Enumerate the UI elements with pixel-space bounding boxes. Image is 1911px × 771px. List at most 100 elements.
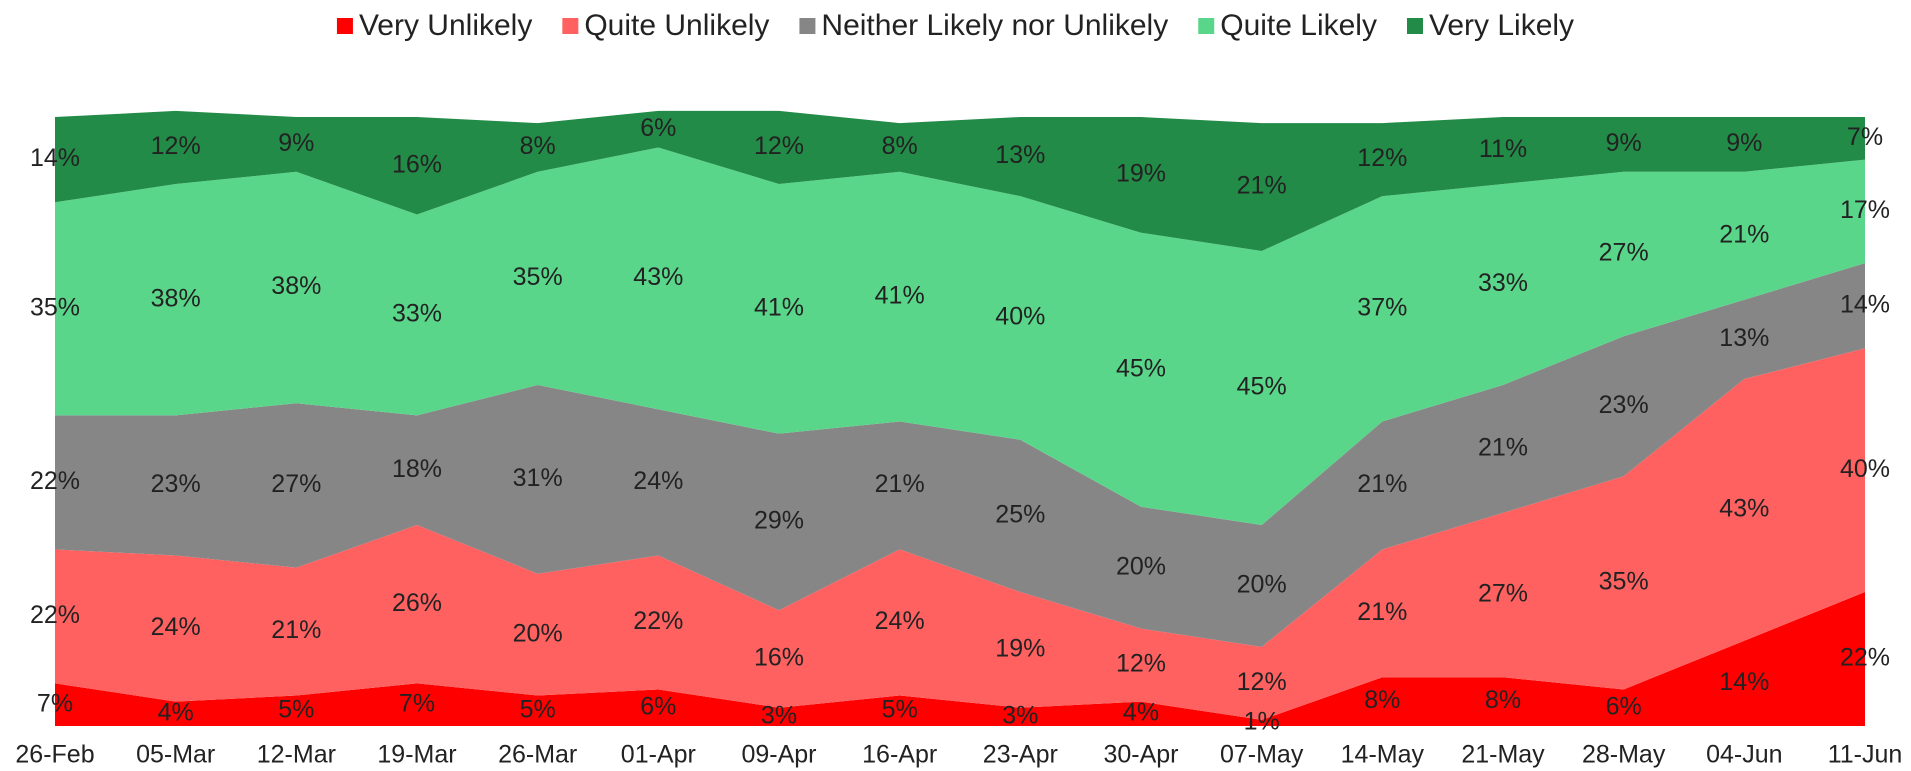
legend-swatch bbox=[799, 18, 816, 34]
value-label: 22% bbox=[633, 607, 683, 635]
value-label: 12% bbox=[151, 132, 201, 160]
x-tick-label: 28-May bbox=[1582, 741, 1666, 769]
value-label: 6% bbox=[640, 114, 676, 142]
value-label: 12% bbox=[1116, 650, 1166, 678]
value-label: 7% bbox=[37, 689, 73, 717]
value-label: 24% bbox=[875, 607, 925, 635]
value-label: 41% bbox=[754, 293, 804, 321]
value-label: 20% bbox=[513, 619, 563, 647]
value-label: 3% bbox=[761, 701, 797, 729]
area bbox=[55, 110, 1865, 251]
value-label: 6% bbox=[1606, 692, 1642, 720]
value-label: 14% bbox=[1840, 290, 1890, 318]
value-label: 35% bbox=[1599, 567, 1649, 595]
value-label: 22% bbox=[30, 601, 80, 629]
value-label: 23% bbox=[151, 470, 201, 498]
x-tick-label: 26-Mar bbox=[498, 741, 577, 769]
value-label: 21% bbox=[271, 616, 321, 644]
legend-label: Neither Likely nor Unlikely bbox=[821, 9, 1168, 42]
value-label: 21% bbox=[1478, 434, 1528, 462]
value-label: 1% bbox=[1244, 708, 1280, 736]
x-tick-label: 19-Mar bbox=[377, 741, 456, 769]
value-label: 18% bbox=[392, 455, 442, 483]
value-label: 43% bbox=[633, 263, 683, 291]
legend-swatch bbox=[336, 18, 353, 34]
value-label: 11% bbox=[1479, 135, 1527, 163]
value-label: 8% bbox=[520, 132, 556, 160]
value-label: 20% bbox=[1237, 571, 1287, 599]
value-label: 45% bbox=[1237, 373, 1287, 401]
value-label: 22% bbox=[1840, 644, 1890, 672]
value-label: 21% bbox=[1357, 598, 1407, 626]
x-tick-label: 07-May bbox=[1220, 741, 1304, 769]
x-tick-label: 04-Jun bbox=[1706, 741, 1782, 769]
value-label: 12% bbox=[754, 132, 804, 160]
value-label: 35% bbox=[513, 263, 563, 291]
x-tick-label: 23-Apr bbox=[983, 741, 1058, 769]
value-label: 5% bbox=[278, 695, 314, 723]
value-label: 24% bbox=[633, 467, 683, 495]
value-label: 26% bbox=[392, 589, 442, 617]
x-tick-label: 26-Feb bbox=[15, 741, 94, 769]
value-label: 21% bbox=[1357, 470, 1407, 498]
value-label: 9% bbox=[278, 129, 314, 157]
value-label: 8% bbox=[1364, 686, 1400, 714]
value-label: 3% bbox=[1002, 701, 1038, 729]
value-label: 13% bbox=[1719, 324, 1769, 352]
value-label: 24% bbox=[151, 613, 201, 641]
x-tick-label: 12-Mar bbox=[257, 741, 336, 769]
value-label: 29% bbox=[754, 507, 804, 535]
legend-label: Quite Likely bbox=[1220, 9, 1377, 42]
value-label: 8% bbox=[882, 132, 918, 160]
value-label: 35% bbox=[30, 293, 80, 321]
value-label: 38% bbox=[271, 272, 321, 300]
value-label: 37% bbox=[1357, 293, 1407, 321]
x-tick-label: 11-Jun bbox=[1828, 741, 1903, 769]
value-label: 5% bbox=[520, 695, 556, 723]
value-label: 27% bbox=[271, 470, 321, 498]
value-label: 23% bbox=[1599, 391, 1649, 419]
value-label: 13% bbox=[995, 141, 1045, 169]
value-label: 21% bbox=[1237, 172, 1287, 200]
value-label: 41% bbox=[875, 281, 925, 309]
value-label: 27% bbox=[1478, 580, 1528, 608]
value-label: 19% bbox=[995, 634, 1045, 662]
value-label: 6% bbox=[640, 692, 676, 720]
value-label: 25% bbox=[995, 501, 1045, 529]
value-label: 4% bbox=[1123, 698, 1159, 726]
value-label: 17% bbox=[1840, 196, 1890, 224]
legend: Very Unlikely Quite Unlikely Neither Likel… bbox=[336, 9, 1574, 42]
value-label: 40% bbox=[995, 303, 1045, 331]
value-label: 45% bbox=[1116, 354, 1166, 382]
value-label: 27% bbox=[1599, 239, 1649, 267]
x-tick-label: 30-Apr bbox=[1103, 741, 1178, 769]
value-label: 5% bbox=[882, 695, 918, 723]
value-label: 21% bbox=[1719, 220, 1769, 248]
value-label: 22% bbox=[30, 467, 80, 495]
legend-swatch bbox=[1406, 18, 1423, 34]
legend-label: Quite Unlikely bbox=[584, 9, 769, 42]
value-label: 21% bbox=[875, 470, 925, 498]
area bbox=[55, 147, 1865, 526]
value-label: 14% bbox=[1719, 668, 1769, 696]
value-label: 7% bbox=[399, 689, 435, 717]
value-label: 20% bbox=[1116, 552, 1166, 580]
value-label: 43% bbox=[1719, 494, 1769, 522]
value-label: 9% bbox=[1726, 129, 1762, 157]
value-label: 16% bbox=[392, 150, 442, 178]
value-label: 12% bbox=[1357, 144, 1407, 172]
value-label: 40% bbox=[1840, 455, 1890, 483]
value-label: 16% bbox=[754, 644, 804, 672]
value-label: 19% bbox=[1116, 159, 1166, 187]
value-label: 38% bbox=[151, 284, 201, 312]
area bbox=[55, 263, 1865, 647]
legend-swatch bbox=[562, 18, 579, 34]
x-tick-label: 09-Apr bbox=[741, 741, 816, 769]
value-label: 33% bbox=[392, 300, 442, 328]
value-label: 7% bbox=[1847, 123, 1883, 151]
x-tick-label: 01-Apr bbox=[621, 741, 696, 769]
x-tick-label: 21-May bbox=[1461, 741, 1545, 769]
value-label: 9% bbox=[1606, 129, 1642, 157]
legend-label: Very Unlikely bbox=[359, 9, 532, 42]
